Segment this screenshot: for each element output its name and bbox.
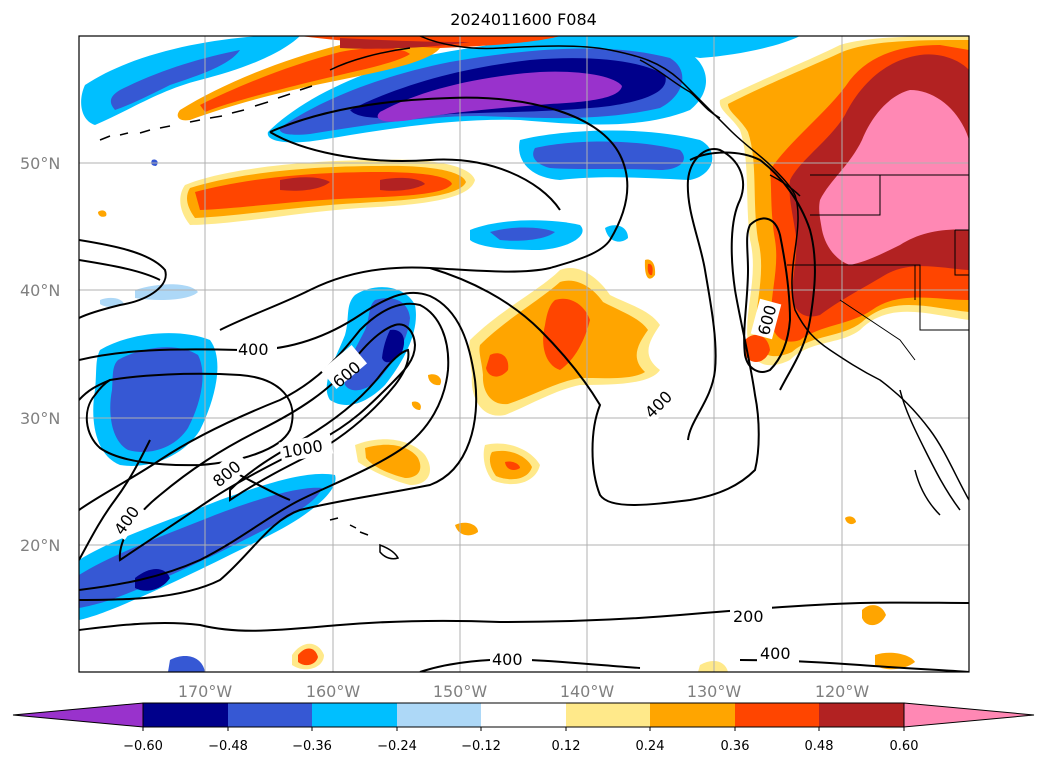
lat-label-50n: 50°N — [20, 154, 60, 173]
colorbar-bin — [143, 703, 228, 727]
colorbar-label: 0.24 — [636, 739, 665, 754]
colorbar-bin — [397, 703, 481, 727]
lon-label-150w: 150°W — [433, 682, 488, 701]
colorbar-bin — [228, 703, 312, 727]
colorbar-label: −0.24 — [377, 739, 417, 754]
colorbar-over-extension — [903, 702, 1035, 728]
map-frame — [78, 35, 970, 673]
positive-anomaly-north-band — [177, 36, 560, 121]
colorbar-ticks — [142, 727, 905, 731]
colorbar-label: 0.12 — [552, 739, 581, 754]
colorbar-label: −0.36 — [292, 739, 332, 754]
political-boundaries — [787, 174, 969, 361]
longitude-labels: 170°W 160°W 150°W 140°W 130°W 120°W — [178, 682, 870, 701]
negative-anomaly-aleutians — [81, 36, 800, 125]
colorbar: −0.60 −0.48 −0.36 −0.24 −0.12 0.12 0.24 … — [12, 702, 1035, 754]
colorbar-label: 0.36 — [721, 739, 750, 754]
lon-label-130w: 130°W — [687, 682, 742, 701]
lat-label-40n: 40°N — [20, 281, 60, 300]
positive-anomaly-central — [98, 210, 915, 672]
colorbar-label: −0.12 — [461, 739, 501, 754]
latitude-labels: 50°N 40°N 30°N 20°N — [20, 154, 60, 555]
contour-label-400-e: 400 — [760, 644, 791, 663]
colorbar-bin — [819, 703, 904, 727]
contour-label-400-d: 400 — [492, 650, 523, 669]
positive-anomaly-central-north — [180, 159, 475, 225]
positive-anomaly-west-coast — [719, 36, 969, 366]
map-title: 2024011600 F084 — [450, 10, 597, 29]
colorbar-label: 0.60 — [890, 739, 919, 754]
lat-label-30n: 30°N — [20, 409, 60, 428]
colorbar-label: −0.60 — [123, 739, 163, 754]
lat-label-20n: 20°N — [20, 536, 60, 555]
negative-anomaly-subtropical-trough — [79, 159, 416, 672]
coastlines — [99, 36, 969, 560]
colorbar-bin — [566, 703, 650, 727]
colorbar-outline — [142, 702, 905, 728]
colorbar-bin — [481, 703, 566, 727]
contour-lines — [79, 96, 969, 672]
colorbar-under-extension — [12, 702, 144, 728]
contour-label-200: 200 — [733, 607, 764, 626]
colorbar-bin — [650, 703, 735, 727]
colorbar-label: −0.48 — [208, 739, 248, 754]
colorbar-bin — [312, 703, 397, 727]
contour-label-400-a: 400 — [238, 340, 269, 359]
colorbar-label: 0.48 — [805, 739, 834, 754]
lon-label-170w: 170°W — [178, 682, 233, 701]
lon-label-140w: 140°W — [560, 682, 615, 701]
lon-label-120w: 120°W — [815, 682, 870, 701]
colorbar-bin — [735, 703, 819, 727]
map-content: 400 600 1000 800 400 400 600 200 400 400 — [79, 36, 969, 672]
lon-label-160w: 160°W — [306, 682, 361, 701]
negative-anomaly-central — [100, 220, 628, 307]
